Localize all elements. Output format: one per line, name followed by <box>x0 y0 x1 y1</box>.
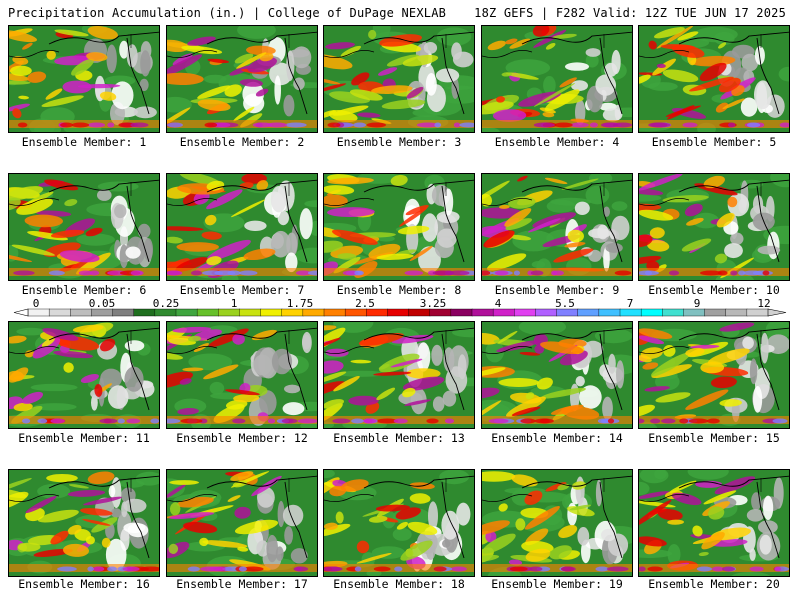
colorbar-swatch <box>577 308 600 317</box>
ensemble-member-map-11 <box>8 321 160 429</box>
ensemble-member-label: Ensemble Member: 18 <box>333 577 465 591</box>
colorbar-swatch <box>239 308 262 317</box>
ensemble-member-label: Ensemble Member: 11 <box>18 431 150 445</box>
colorbar-swatch <box>492 308 515 317</box>
ensemble-member-map-13 <box>323 321 475 429</box>
ensemble-member-label: Ensemble Member: 19 <box>491 577 623 591</box>
ensemble-member-label: Ensemble Member: 9 <box>494 283 620 297</box>
ensemble-member-label: Ensemble Member: 8 <box>336 283 462 297</box>
colorbar-swatch <box>154 308 177 317</box>
colorbar-swatch <box>281 308 304 317</box>
colorbar-swatch <box>598 308 621 317</box>
ensemble-member-map-3 <box>323 25 475 133</box>
colorbar-swatch <box>619 308 642 317</box>
colorbar-swatch <box>640 308 663 317</box>
ensemble-member-map-4 <box>481 25 633 133</box>
ensemble-member-map-9 <box>481 173 633 281</box>
ensemble-member-label: Ensemble Member: 10 <box>648 283 780 297</box>
ensemble-member-map-12 <box>166 321 318 429</box>
ensemble-member-label: Ensemble Member: 14 <box>491 431 623 445</box>
colorbar-tick-label: 3.25 <box>419 297 447 310</box>
colorbar-tick-label: 9 <box>693 297 701 310</box>
ensemble-member-label: Ensemble Member: 13 <box>333 431 465 445</box>
ensemble-member-label: Ensemble Member: 16 <box>18 577 150 591</box>
ensemble-member-map-17 <box>166 469 318 577</box>
map-title: Precipitation Accumulation (in.) | Colle… <box>8 6 447 20</box>
colorbar-swatch <box>535 308 558 317</box>
colorbar-tick-label: 5.5 <box>555 297 575 310</box>
colorbar-swatch <box>344 308 367 317</box>
colorbar-swatch <box>218 308 241 317</box>
model-valid-time: 18Z GEFS | F282 Valid: 12Z TUE JUN 17 20… <box>474 6 786 20</box>
colorbar-swatch <box>70 308 93 317</box>
colorbar-left-arrow <box>13 308 29 317</box>
colorbar-swatch <box>429 308 452 317</box>
ensemble-member-map-10 <box>638 173 790 281</box>
colorbar-swatch <box>302 308 325 317</box>
colorbar-swatch <box>112 308 135 317</box>
colorbar-swatch <box>323 308 346 317</box>
colorbar-tick-label: 2.5 <box>355 297 375 310</box>
colorbar-tick-label: 1 <box>230 297 238 310</box>
colorbar-tick-label: 0.25 <box>152 297 180 310</box>
ensemble-member-label: Ensemble Member: 17 <box>176 577 308 591</box>
colorbar-swatch <box>556 308 579 317</box>
colorbar-tick-label: 1.75 <box>286 297 314 310</box>
colorbar-swatch <box>27 308 50 317</box>
colorbar-swatch <box>746 308 769 317</box>
colorbar-swatch <box>514 308 537 317</box>
colorbar-swatch <box>48 308 71 317</box>
colorbar-swatch <box>471 308 494 317</box>
colorbar-swatch <box>683 308 706 317</box>
colorbar-swatch <box>725 308 748 317</box>
colorbar-swatch <box>450 308 473 317</box>
colorbar-swatch <box>408 308 431 317</box>
ensemble-member-map-18 <box>323 469 475 577</box>
precip-colorbar <box>13 308 787 317</box>
ensemble-member-label: Ensemble Member: 20 <box>648 577 780 591</box>
colorbar-swatch <box>387 308 410 317</box>
colorbar-tick-label: 12 <box>757 297 771 310</box>
ensemble-member-map-2 <box>166 25 318 133</box>
ensemble-member-label: Ensemble Member: 5 <box>651 135 777 149</box>
colorbar-swatch <box>196 308 219 317</box>
colorbar-swatch <box>704 308 727 317</box>
colorbar-right-arrow <box>767 308 787 317</box>
colorbar-swatch <box>260 308 283 317</box>
ensemble-member-label: Ensemble Member: 3 <box>336 135 462 149</box>
ensemble-member-map-20 <box>638 469 790 577</box>
ensemble-member-map-5 <box>638 25 790 133</box>
ensemble-member-map-8 <box>323 173 475 281</box>
colorbar-tick-label: 0.05 <box>88 297 116 310</box>
ensemble-member-label: Ensemble Member: 6 <box>21 283 147 297</box>
ensemble-member-map-14 <box>481 321 633 429</box>
ensemble-member-map-7 <box>166 173 318 281</box>
colorbar-tick-label: 0 <box>32 297 40 310</box>
ensemble-member-label: Ensemble Member: 1 <box>21 135 147 149</box>
ensemble-member-map-19 <box>481 469 633 577</box>
ensemble-member-label: Ensemble Member: 4 <box>494 135 620 149</box>
colorbar-swatch <box>91 308 114 317</box>
colorbar-swatch <box>133 308 156 317</box>
colorbar-swatch <box>366 308 389 317</box>
ensemble-member-label: Ensemble Member: 2 <box>179 135 305 149</box>
ensemble-member-map-15 <box>638 321 790 429</box>
colorbar-swatch <box>175 308 198 317</box>
colorbar-tick-label: 7 <box>626 297 634 310</box>
colorbar-tick-label: 4 <box>494 297 502 310</box>
ensemble-member-label: Ensemble Member: 15 <box>648 431 780 445</box>
ensemble-member-map-16 <box>8 469 160 577</box>
ensemble-member-map-6 <box>8 173 160 281</box>
ensemble-member-label: Ensemble Member: 7 <box>179 283 305 297</box>
ensemble-member-label: Ensemble Member: 12 <box>176 431 308 445</box>
colorbar-swatch <box>662 308 685 317</box>
ensemble-member-map-1 <box>8 25 160 133</box>
